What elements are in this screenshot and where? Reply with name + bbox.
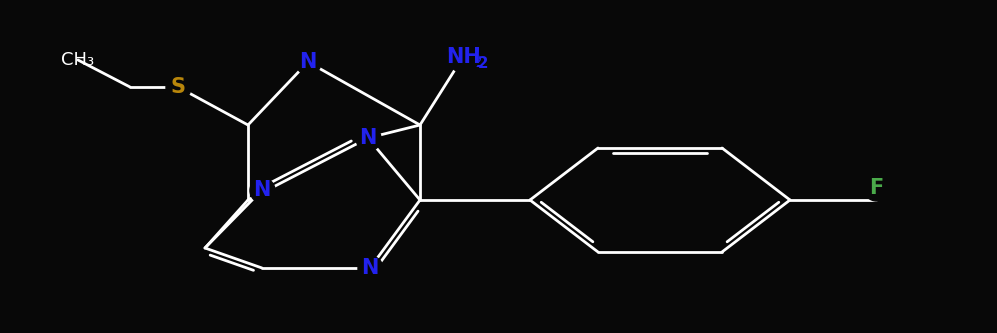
Text: 2: 2: [473, 55, 483, 70]
Text: 2: 2: [478, 57, 489, 72]
Text: N: N: [361, 258, 379, 278]
Text: CH₃: CH₃: [62, 51, 95, 69]
Text: N: N: [253, 180, 271, 200]
Text: N: N: [359, 128, 377, 148]
Text: NH: NH: [446, 47, 481, 67]
Text: S: S: [170, 77, 185, 97]
Text: N: N: [299, 52, 317, 72]
Text: NH: NH: [446, 47, 481, 67]
Text: F: F: [868, 178, 883, 198]
